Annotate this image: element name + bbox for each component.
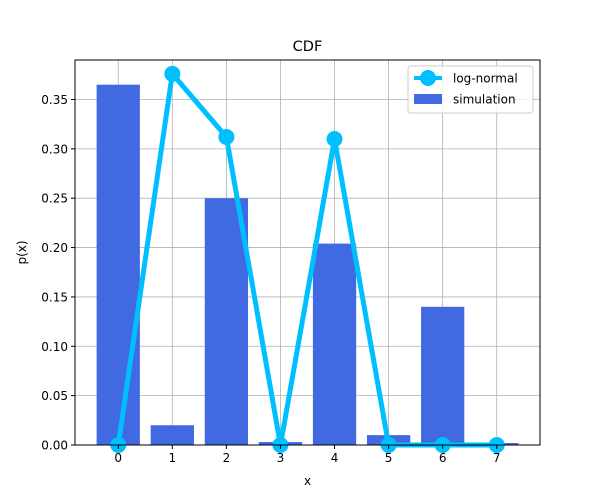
bar xyxy=(204,198,249,445)
line-point xyxy=(164,65,181,82)
x-tick-label: 3 xyxy=(277,451,285,465)
y-tick-label: 0.35 xyxy=(41,93,68,107)
x-tick-label: 6 xyxy=(439,451,447,465)
y-tick-label: 0.25 xyxy=(41,192,68,206)
x-tick-label: 7 xyxy=(493,451,501,465)
x-axis-label: x xyxy=(304,474,311,488)
legend-marker-swatch xyxy=(420,70,436,86)
bar xyxy=(96,84,140,445)
legend-label-log-normal: log-normal xyxy=(453,72,518,86)
legend: log-normal simulation xyxy=(407,65,534,114)
y-tick-label: 0.30 xyxy=(41,142,68,156)
y-tick-label: 0.00 xyxy=(41,439,68,453)
y-axis-label: p(x) xyxy=(15,240,29,264)
line-point xyxy=(218,129,235,145)
line-point xyxy=(326,130,343,147)
bar xyxy=(150,425,194,445)
y-tick-label: 0.20 xyxy=(41,241,68,255)
y-tick-label: 0.05 xyxy=(41,389,68,403)
bar-series-simulation xyxy=(96,84,519,445)
x-tick-label: 0 xyxy=(114,451,122,465)
x-tick-label: 5 xyxy=(385,451,393,465)
plot-frame xyxy=(74,59,541,446)
x-tick-label: 1 xyxy=(169,451,177,465)
bar xyxy=(421,306,465,445)
bar xyxy=(312,243,357,445)
x-tick-label: 4 xyxy=(331,451,339,465)
y-axis-ticks: 0.00 0.05 0.10 0.15 0.20 0.25 0.30 0.35 xyxy=(41,93,75,453)
x-axis-ticks: 0 1 2 3 4 5 6 7 xyxy=(114,445,501,465)
chart-title: CDF xyxy=(293,39,323,55)
y-tick-label: 0.10 xyxy=(41,340,68,354)
x-tick-label: 2 xyxy=(223,451,231,465)
legend-bar-swatch xyxy=(414,94,442,104)
legend-label-simulation: simulation xyxy=(453,93,516,107)
y-tick-label: 0.15 xyxy=(41,290,68,304)
